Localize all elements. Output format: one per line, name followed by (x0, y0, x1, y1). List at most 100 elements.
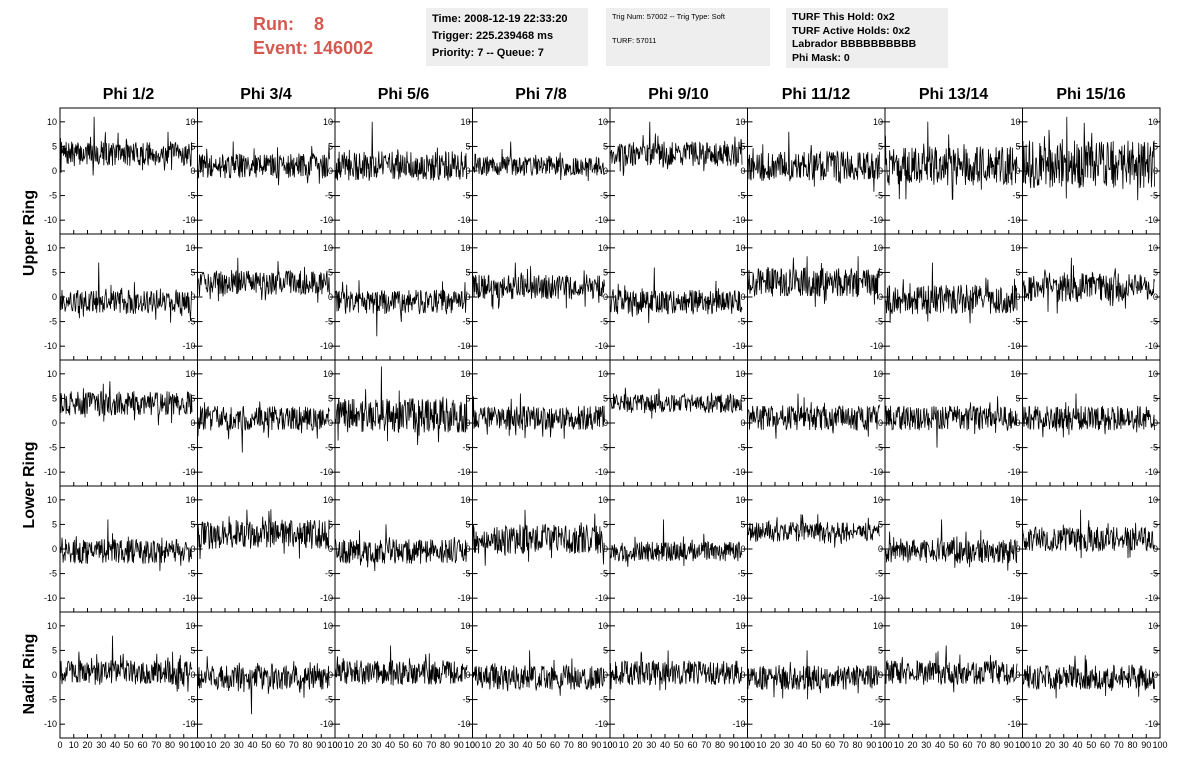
y-tick-label-inner: 5 (878, 645, 883, 655)
x-tick-label: 80 (165, 740, 175, 750)
y-tick-label-inner: 10 (1010, 243, 1020, 253)
y-tick-label-inner: -10 (457, 215, 470, 225)
panel-frame (197, 485, 336, 613)
x-tick-label: 0 (882, 740, 887, 750)
waveform-trace (1022, 257, 1155, 314)
x-tick-label: 30 (646, 740, 656, 750)
x-tick-label: 80 (990, 740, 1000, 750)
panel-r3-c3: 10 5 0 -5 -10 (334, 359, 473, 487)
y-tick-label-inner: -10 (595, 467, 608, 477)
x-tick-label: 100 (602, 740, 617, 750)
y-tick-label-inner: -5 (1150, 569, 1158, 579)
phi-header-2: Phi 3/4 (240, 86, 292, 103)
x-tick-label: 10 (619, 740, 629, 750)
panel-r1-c5: 10 5 0 -5 -10 (609, 107, 748, 235)
panel-r3-c2: 10 5 0 -5 -10 (197, 359, 336, 487)
y-tick-label-inner: 0 (1015, 292, 1020, 302)
y-tick-label-inner: 0 (740, 544, 745, 554)
panel-r1-c3: 10 5 0 -5 -10 (334, 107, 473, 235)
y-tick-label-inner: 5 (328, 267, 333, 277)
x-tick-label: 20 (495, 740, 505, 750)
y-tick-label-inner: -10 (1145, 719, 1158, 729)
y-tick-label: -10 (44, 341, 57, 351)
y-tick-label-inner: 5 (603, 519, 608, 529)
y-tick-label-inner: -10 (457, 467, 470, 477)
x-tick-label: 90 (866, 740, 876, 750)
y-tick-label-inner: -5 (600, 443, 608, 453)
x-tick-label: 90 (179, 740, 189, 750)
panel-r4-c1: 10 10 5 5 0 0 -5 -5 -10 -10 (44, 485, 198, 613)
x-tick-label: 0 (1020, 740, 1025, 750)
y-tick-label-inner: -10 (732, 341, 745, 351)
waveform-trace (609, 387, 743, 419)
waveform-trace (884, 645, 1018, 693)
y-tick-label-inner: -5 (462, 569, 470, 579)
waveform-trace (334, 121, 468, 181)
y-tick-label-inner: 10 (323, 369, 333, 379)
x-tick-label: 30 (1059, 740, 1069, 750)
event-line: Event: 146002 (253, 38, 373, 59)
y-tick-label: 5 (52, 267, 57, 277)
waveform-trace (609, 650, 743, 691)
y-tick-label: 0 (52, 292, 57, 302)
x-tick-label: 10 (756, 740, 766, 750)
x-tick-label: 90 (729, 740, 739, 750)
x-tick-label: 10 (344, 740, 354, 750)
x-tick-label: 0 (195, 740, 200, 750)
panel-r4-c8: 10 5 0 -5 -10 (1022, 485, 1161, 613)
panel-r1-c4: 10 5 0 -5 -10 (472, 107, 611, 235)
y-tick-label-inner: 5 (190, 645, 195, 655)
x-tick-label: 0 (607, 740, 612, 750)
x-tick-label: 0 (470, 740, 475, 750)
y-tick-label-inner: 5 (465, 645, 470, 655)
panel-frame (747, 233, 886, 361)
y-tick-label-inner: -5 (1012, 191, 1020, 201)
y-tick-label-inner: 0 (1153, 292, 1158, 302)
x-tick-label: 60 (687, 740, 697, 750)
event-label: Event: (253, 38, 309, 58)
y-tick-label-inner: 0 (740, 418, 745, 428)
x-tick-label: 90 (1004, 740, 1014, 750)
turf-info-panel: TURF This Hold: 0x2 TURF Active Holds: 0… (786, 8, 948, 68)
y-tick-label-inner: 10 (735, 621, 745, 631)
y-tick-label-inner: -10 (595, 341, 608, 351)
y-tick-label-inner: 5 (465, 267, 470, 277)
panel-r2-c4: 10 5 0 -5 -10 (472, 233, 611, 361)
waveform-trace (197, 257, 330, 303)
y-tick-label-inner: -5 (875, 191, 883, 201)
y-tick-label-inner: -10 (1007, 719, 1020, 729)
x-tick-label: 40 (1072, 740, 1082, 750)
y-tick-label-inner: 5 (1153, 393, 1158, 403)
waveform-trace (472, 141, 605, 182)
x-tick-label: 70 (701, 740, 711, 750)
y-tick-label-inner: 0 (740, 670, 745, 680)
y-tick-label: -5 (49, 695, 57, 705)
panel-r4-c6: 10 5 0 -5 -10 (747, 485, 886, 613)
panel-r3-c8: 10 5 0 -5 -10 (1022, 359, 1161, 487)
waveform-trace (59, 635, 193, 692)
x-tick-label: 80 (715, 740, 725, 750)
event-value: 146002 (313, 38, 374, 58)
x-tick-label: 100 (1152, 740, 1167, 750)
x-tick-label: 20 (632, 740, 642, 750)
waveform-trace (609, 267, 743, 324)
panel-r2-c5: 10 5 0 -5 -10 (609, 233, 748, 361)
y-tick-label-inner: -5 (875, 695, 883, 705)
trigger-text: Trigger: 225.239468 ms (432, 30, 554, 42)
y-tick-label-inner: -5 (325, 443, 333, 453)
y-tick-label-inner: -5 (187, 191, 195, 201)
y-tick-label: -5 (49, 317, 57, 327)
y-tick-label-inner: -5 (737, 695, 745, 705)
turf-active-holds-text: TURF Active Holds: 0x2 (792, 24, 911, 37)
y-tick-label-inner: 10 (1010, 117, 1020, 127)
x-tick-label: 20 (357, 740, 367, 750)
waveform-trace (747, 256, 880, 307)
y-tick-label-inner: -10 (182, 341, 195, 351)
x-tick-label: 20 (220, 740, 230, 750)
waveform-trace (609, 519, 743, 567)
y-tick-label-inner: 0 (878, 418, 883, 428)
x-tick-label: 60 (962, 740, 972, 750)
